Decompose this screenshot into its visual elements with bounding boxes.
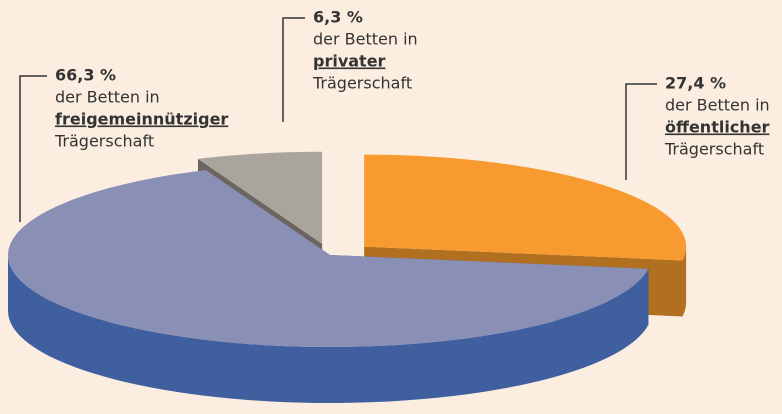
label-prefix: der Betten in — [55, 88, 160, 107]
leader-line — [625, 83, 657, 180]
slice-side — [682, 246, 687, 317]
label-suffix: Trägerschaft — [664, 140, 764, 159]
leader-line — [19, 75, 47, 222]
label-suffix: Trägerschaft — [312, 74, 412, 93]
category-label: öffentlicher — [665, 118, 770, 137]
label-prefix: der Betten in — [313, 30, 418, 49]
slice — [8, 170, 649, 347]
category-label: privater — [313, 52, 386, 71]
value-label: 6,3 % — [313, 8, 363, 27]
value-label: 27,4 % — [665, 74, 726, 93]
label-prefix: der Betten in — [665, 96, 770, 115]
label-suffix: Trägerschaft — [54, 132, 154, 151]
slice — [364, 154, 687, 261]
slice-side — [8, 255, 649, 404]
leader-line — [282, 17, 305, 122]
category-label: freigemeinnütziger — [55, 110, 228, 129]
slice — [197, 151, 323, 244]
value-label: 66,3 % — [55, 66, 116, 85]
